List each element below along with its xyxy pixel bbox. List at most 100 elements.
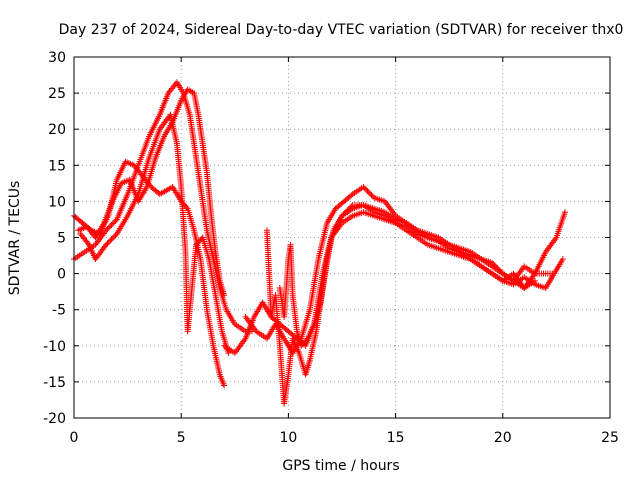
- data-point-fill: [77, 224, 89, 233]
- y-tick-label: 15: [48, 158, 66, 174]
- data-point-fill: [383, 200, 398, 218]
- data-point-fill: [278, 322, 290, 334]
- data-point-fill: [217, 279, 227, 297]
- data-point-fill: [342, 192, 355, 204]
- data-point-fill: [512, 279, 526, 290]
- data-point-fill: [405, 221, 419, 233]
- data-point-fill: [186, 87, 196, 96]
- y-tick-label: -5: [52, 303, 66, 319]
- data-point-fill: [447, 245, 462, 255]
- data-point-fill: [184, 287, 195, 333]
- data-point-fill: [210, 344, 223, 376]
- data-point-fill: [136, 185, 149, 203]
- x-tick-label: 0: [70, 430, 79, 446]
- data-point: [103, 241, 110, 248]
- data-point-fill: [78, 232, 91, 247]
- y-tick-label: 0: [57, 267, 66, 283]
- data-point-fill: [224, 308, 237, 326]
- data-point-fill: [552, 257, 565, 275]
- data-point-fill: [303, 359, 313, 376]
- data-point-fill: [281, 373, 292, 405]
- data-point: [193, 241, 200, 248]
- y-tick-label: -20: [43, 411, 66, 427]
- data-point-fill: [405, 224, 419, 236]
- data-point: [489, 259, 496, 266]
- data-point-fill: [255, 329, 269, 341]
- data-point-fill: [285, 243, 294, 261]
- data-point-fill: [554, 211, 568, 239]
- data-point-fill: [287, 243, 296, 297]
- data-point-fill: [305, 322, 317, 340]
- data-point-fill: [144, 157, 158, 189]
- data-point-fill: [232, 337, 248, 355]
- data-point-fill: [405, 228, 419, 240]
- data-point-fill: [146, 128, 163, 160]
- data-point-fill: [317, 258, 330, 304]
- data-point-fill: [532, 250, 548, 275]
- data-point-fill: [447, 242, 462, 251]
- data-point-fill: [194, 235, 205, 247]
- data-point-fill: [72, 214, 85, 225]
- data-point-fill: [426, 242, 440, 251]
- data-point-fill: [490, 271, 505, 283]
- data-point-fill: [93, 228, 108, 247]
- data-point-fill: [426, 235, 440, 244]
- data-point-fill: [208, 214, 219, 253]
- y-tick-label: -10: [43, 339, 66, 355]
- series-track-c: [75, 86, 228, 299]
- data-point-fill: [331, 214, 344, 232]
- data-point-fill: [217, 373, 227, 387]
- data-point-fill: [191, 92, 201, 116]
- data-point-fill: [298, 308, 313, 340]
- data-point-fill: [351, 185, 365, 196]
- data-point-fill: [101, 200, 115, 225]
- data-point-fill: [523, 264, 537, 276]
- y-tick-label: 25: [48, 86, 66, 102]
- data-point-fill: [289, 294, 300, 333]
- data-point-fill: [362, 202, 376, 212]
- data-point-fill: [164, 184, 175, 193]
- data-point-fill: [162, 120, 175, 138]
- x-tick-label: 20: [494, 430, 512, 446]
- data-point-fill: [480, 256, 494, 266]
- data-point: [549, 270, 556, 277]
- data-point-fill: [315, 221, 330, 261]
- data-point-fill: [174, 142, 185, 188]
- data-point-fill: [458, 249, 472, 258]
- data-point-fill: [415, 227, 429, 237]
- data-point-fill: [195, 171, 206, 203]
- x-tick-label: 15: [387, 430, 405, 446]
- data-point-fill: [361, 185, 376, 200]
- data-point-fill: [179, 88, 190, 102]
- data-point-fill: [72, 250, 86, 261]
- data-point-fill: [383, 210, 397, 222]
- data-point: [298, 342, 305, 349]
- data-point: [559, 256, 566, 263]
- data-point-fill: [543, 236, 559, 254]
- data-point-fill: [204, 308, 217, 347]
- data-point-fill: [212, 250, 223, 282]
- data-point-fill: [199, 142, 210, 174]
- data-point: [360, 183, 367, 190]
- data-point-fill: [362, 209, 376, 219]
- data-point-fill: [523, 279, 537, 290]
- series-track-b: [71, 79, 255, 335]
- data-point-fill: [340, 214, 354, 225]
- data-point-fill: [372, 195, 387, 204]
- data-point-fill: [204, 171, 215, 217]
- y-tick-label: 20: [48, 122, 66, 138]
- data-point-fill: [204, 229, 216, 261]
- y-axis-label: SDTVAR / TECUs: [7, 181, 23, 296]
- data-point-fill: [200, 236, 212, 261]
- data-point-fill: [372, 213, 387, 222]
- data-point-fill: [437, 235, 451, 247]
- data-point-fill: [351, 202, 365, 212]
- x-tick-label: 10: [279, 430, 297, 446]
- data-point-fill: [170, 185, 179, 196]
- data-point-fill: [272, 294, 283, 347]
- data-point-fill: [394, 220, 408, 230]
- data-point-fill: [415, 231, 429, 240]
- data-point-fill: [490, 261, 505, 276]
- data-point-fill: [383, 214, 397, 225]
